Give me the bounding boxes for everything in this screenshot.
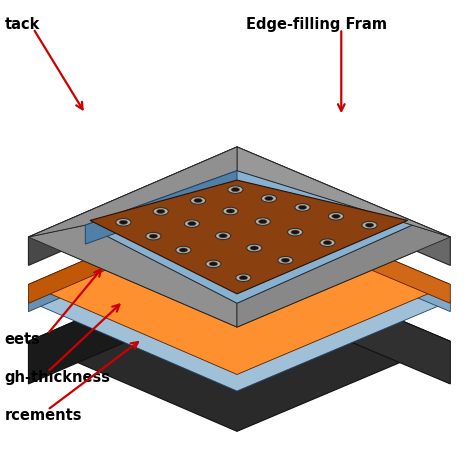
Text: gh-thickness: gh-thickness — [5, 370, 111, 385]
Text: tack: tack — [5, 17, 40, 32]
Polygon shape — [237, 211, 450, 312]
Text: rcements: rcements — [5, 408, 82, 423]
Polygon shape — [28, 147, 450, 327]
Ellipse shape — [328, 212, 344, 220]
Ellipse shape — [156, 210, 165, 213]
Ellipse shape — [226, 209, 235, 213]
Ellipse shape — [149, 234, 157, 238]
Ellipse shape — [259, 219, 267, 224]
Ellipse shape — [323, 241, 332, 245]
Ellipse shape — [320, 239, 335, 246]
Ellipse shape — [228, 186, 243, 193]
Polygon shape — [28, 251, 450, 431]
Ellipse shape — [176, 246, 191, 254]
Polygon shape — [28, 251, 237, 384]
Ellipse shape — [206, 260, 221, 268]
Ellipse shape — [119, 220, 128, 224]
Text: Edge-filling Fram: Edge-filling Fram — [246, 17, 387, 32]
Ellipse shape — [236, 274, 251, 282]
Ellipse shape — [231, 188, 239, 191]
Ellipse shape — [278, 256, 293, 264]
Ellipse shape — [146, 232, 161, 240]
Ellipse shape — [365, 223, 374, 227]
Polygon shape — [28, 211, 450, 391]
Polygon shape — [28, 225, 237, 327]
Ellipse shape — [116, 219, 131, 226]
Polygon shape — [28, 194, 450, 374]
Ellipse shape — [295, 204, 310, 211]
Ellipse shape — [239, 276, 247, 280]
Ellipse shape — [216, 232, 231, 240]
Ellipse shape — [265, 196, 273, 201]
Polygon shape — [237, 251, 450, 384]
Ellipse shape — [291, 230, 299, 234]
Polygon shape — [237, 147, 450, 237]
Polygon shape — [90, 180, 408, 294]
Ellipse shape — [194, 199, 202, 202]
Polygon shape — [237, 147, 450, 265]
Polygon shape — [85, 171, 412, 303]
Ellipse shape — [250, 246, 258, 250]
Ellipse shape — [153, 208, 168, 215]
Text: eets: eets — [5, 332, 41, 347]
Polygon shape — [28, 194, 237, 303]
Ellipse shape — [184, 220, 200, 228]
Polygon shape — [237, 194, 450, 303]
Ellipse shape — [209, 262, 218, 266]
Polygon shape — [28, 211, 237, 312]
Ellipse shape — [191, 197, 206, 204]
Ellipse shape — [223, 207, 238, 215]
Ellipse shape — [261, 195, 276, 202]
Ellipse shape — [219, 234, 227, 238]
Polygon shape — [28, 147, 237, 265]
Ellipse shape — [362, 221, 377, 229]
Ellipse shape — [246, 244, 262, 252]
Ellipse shape — [255, 218, 270, 226]
Ellipse shape — [179, 248, 188, 252]
Polygon shape — [28, 147, 237, 237]
Ellipse shape — [188, 221, 196, 226]
Polygon shape — [85, 171, 237, 244]
Polygon shape — [237, 225, 450, 327]
Ellipse shape — [332, 214, 340, 219]
Ellipse shape — [288, 228, 303, 236]
Ellipse shape — [298, 205, 307, 210]
Ellipse shape — [281, 258, 290, 262]
